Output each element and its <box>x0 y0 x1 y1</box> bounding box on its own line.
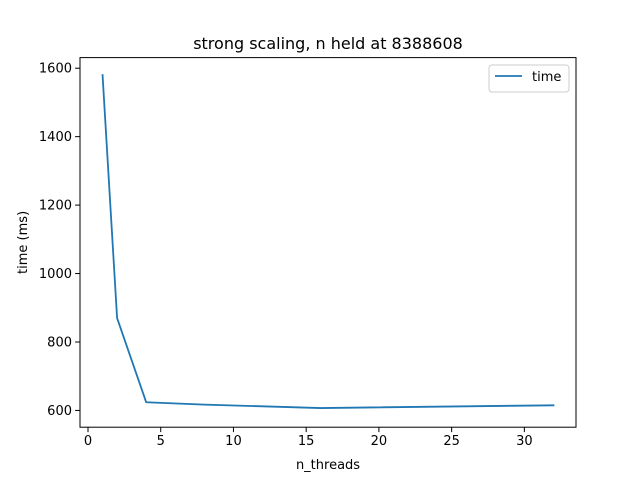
legend-label-time: time <box>532 70 561 85</box>
y-tick-label: 1200 <box>39 199 72 214</box>
x-tick-label: 5 <box>157 434 165 449</box>
y-tick-label: 800 <box>47 335 72 350</box>
y-axis-label: time (ms) <box>16 211 31 274</box>
plot-frame <box>79 57 577 428</box>
y-tick-label: 1000 <box>39 267 72 282</box>
legend-box <box>488 64 570 93</box>
x-axis-label: n_threads <box>296 458 360 473</box>
y-tick-label: 1600 <box>39 62 72 77</box>
series-line-time <box>101 74 555 409</box>
x-tick-label: 30 <box>516 434 533 449</box>
x-tick-label: 20 <box>371 434 388 449</box>
plot-area <box>79 57 577 428</box>
x-axis: 0 5 10 15 20 25 30 <box>84 427 533 449</box>
x-tick-label: 25 <box>443 434 460 449</box>
chart-title: strong scaling, n held at 8388608 <box>193 34 463 53</box>
y-tick-label: 600 <box>47 404 72 419</box>
y-axis: 600 800 1000 1200 1400 1600 <box>39 62 80 419</box>
x-tick-label: 10 <box>225 434 242 449</box>
x-tick-label: 0 <box>84 434 92 449</box>
series-lines <box>101 74 555 409</box>
y-tick-label: 1400 <box>39 130 72 145</box>
x-tick-label: 15 <box>298 434 315 449</box>
legend: time <box>488 64 570 93</box>
